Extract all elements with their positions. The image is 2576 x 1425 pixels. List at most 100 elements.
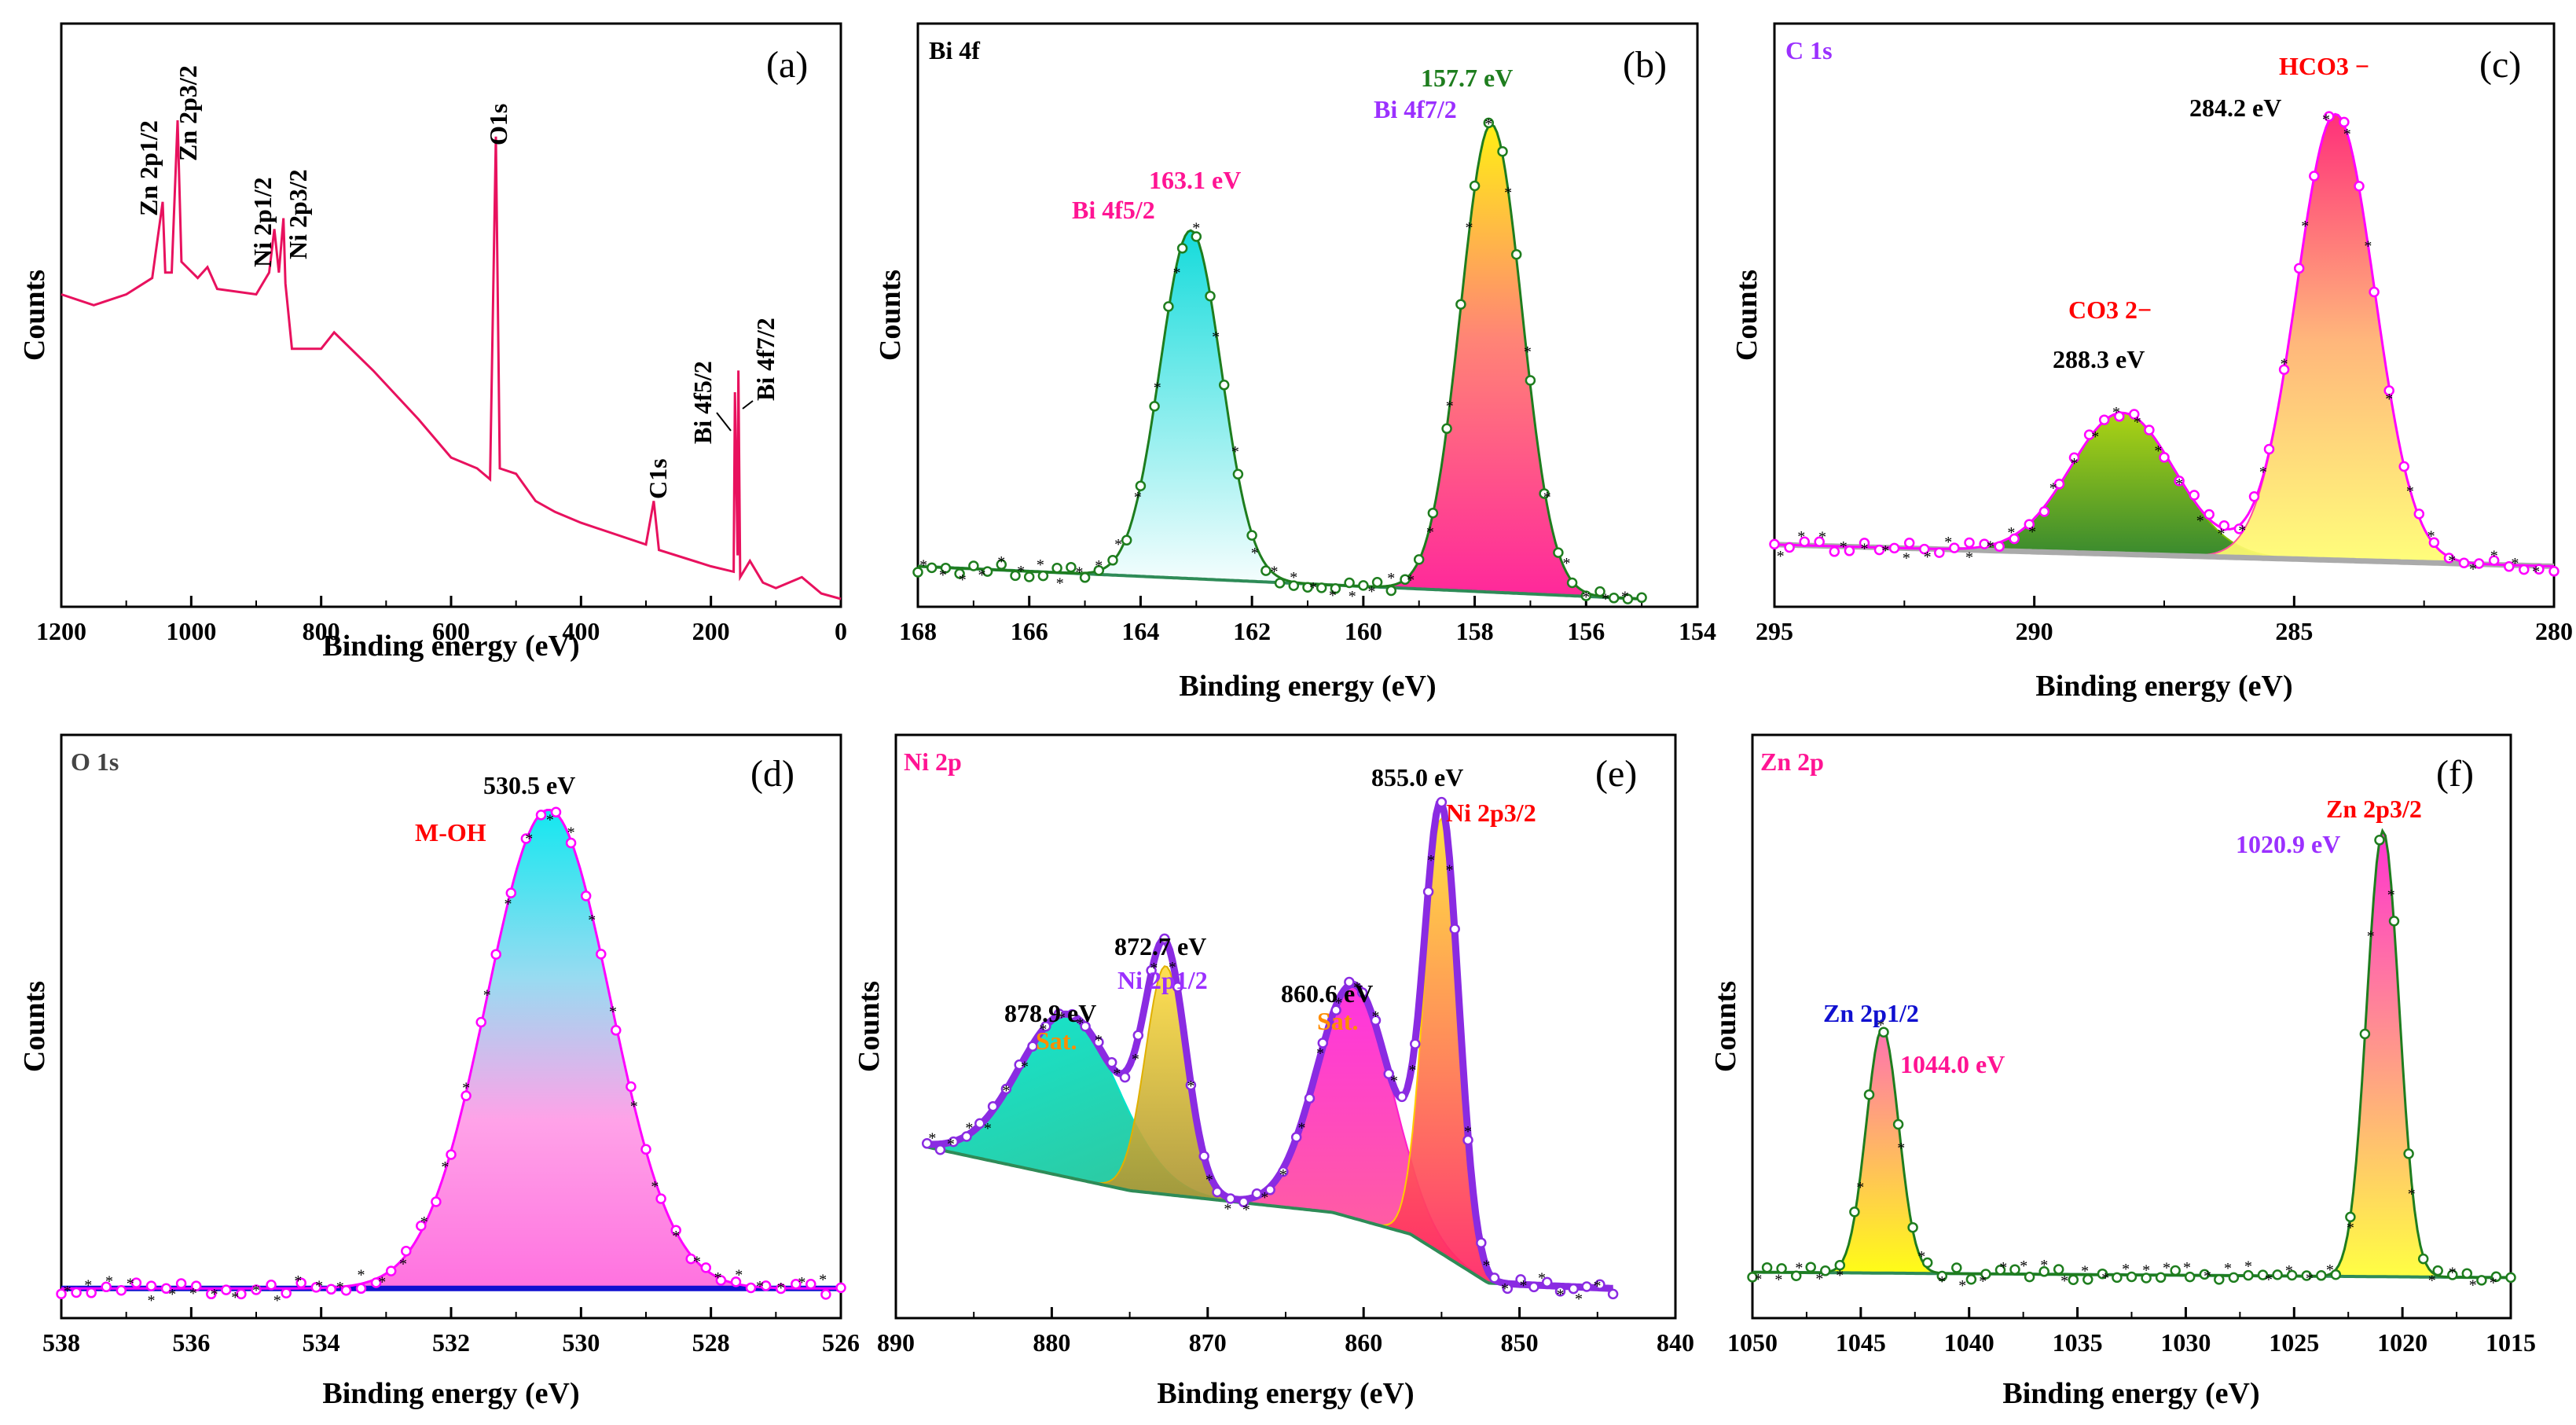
raw-data-star: * [1524,343,1532,361]
data-marker [1994,541,2005,553]
raw-data-star: * [1754,1271,1762,1288]
raw-data-star: * [2071,455,2079,472]
raw-data-star: * [947,1136,955,1153]
label-bi-4f72: Bi 4f7/2 [751,318,780,401]
raw-data-star: * [105,1273,113,1290]
data-marker [1344,976,1355,988]
data-marker [1892,1118,1904,1130]
data-marker [2159,452,2170,463]
data-marker [2359,1028,2371,1040]
panel-d: 538 536 534 532 530 528 526 * * * ** * * * * *** * ** ***… [18,733,860,1410]
data-marker [1769,538,1780,550]
raw-data-star: * [1602,591,1609,608]
data-marker [550,806,562,818]
panel-a-peak-labels: Zn 2p1/2 Zn 2p3/2 Ni 2p1/2 Ni 2p3/2 O1s … [134,65,780,499]
data-marker [2428,537,2440,549]
raw-data-star: * [148,1292,156,1309]
panel-a-data [61,119,842,600]
x-tick-label: 1050 [1727,1328,1778,1357]
raw-data-star: * [483,987,491,1004]
panel-b: 168 166 164 162 160 158 156 154 ** * *** *** ******… [874,22,1716,703]
label-sat1: Sat. [1036,1027,1077,1055]
data-marker [2505,1272,2516,1284]
label-o1s: O1s [484,104,512,145]
x-tick-label: 156 [1567,617,1605,645]
x-tick-label: 532 [432,1328,470,1357]
data-marker [1553,547,1564,558]
data-marker [1488,1273,1500,1284]
data-marker [1023,571,1035,582]
raw-data-star: * [2343,126,2351,143]
raw-data-star: * [273,1292,281,1309]
data-marker [987,1100,999,1112]
data-marker [236,1288,247,1300]
data-marker [1356,987,1368,998]
panel-a-xlabel: Binding energy (eV) [322,630,579,663]
panel-f: 1050 1045 1040 1035 1030 1025 1020 1015 * *** ***… [1709,733,2536,1410]
data-marker [1040,1021,1051,1032]
data-marker [1135,480,1147,491]
raw-data-star: * [1861,541,1869,558]
data-marker [416,1220,427,1232]
raw-data-star: * [984,1120,992,1137]
raw-data-star: * [630,1098,638,1115]
data-marker [2316,1270,2327,1281]
data-marker [1455,299,1466,310]
x-tick-label: 1040 [1944,1328,1994,1357]
data-marker [2228,1272,2240,1284]
raw-data-star: * [378,1274,386,1291]
data-marker [2009,533,2020,545]
x-tick-label: 154 [1679,617,1716,645]
data-marker [190,1280,202,1291]
data-marker [1232,468,1244,480]
data-marker [385,1265,397,1276]
data-marker [1636,592,1647,604]
x-tick-label: 1200 [36,617,86,645]
data-marker [1934,547,1945,558]
raw-data-star: * [1409,1062,1417,1079]
data-marker [1949,542,1960,553]
data-marker [670,1225,681,1236]
data-marker [580,891,592,902]
raw-data-star: * [2244,1258,2252,1276]
data-marker [160,1283,172,1295]
data-marker [1317,1038,1329,1049]
raw-data-star: * [1575,1291,1583,1308]
data-marker [325,1284,337,1295]
raw-data-star: * [2490,548,2498,565]
fit-peak-2 [917,123,1642,600]
raw-data-star: * [928,1130,936,1148]
data-marker [1383,1068,1394,1079]
data-marker [2354,181,2365,192]
data-marker [1121,534,1132,546]
data-marker [1844,545,1855,556]
x-tick-label: 526 [822,1328,860,1357]
raw-data-star: * [1944,534,1952,551]
raw-data-star: * [693,1254,701,1271]
data-marker [2126,1271,2137,1283]
panel-a-ylabel: Counts [18,270,51,361]
data-marker [745,1282,757,1294]
data-marker [2199,1269,2211,1280]
raw-data-star: * [2387,887,2395,904]
data-marker [611,1025,622,1036]
raw-data-star: * [1329,587,1337,604]
data-marker [1225,1193,1236,1204]
raw-data-star: * [546,811,554,828]
label-co3-energy: 288.3 eV [2053,345,2145,373]
data-marker [2278,364,2290,375]
data-marker [1316,582,1327,593]
raw-data-star: * [919,556,927,574]
label-bi-4f52: Bi 4f5/2 [688,361,717,444]
data-marker [1027,1041,1038,1052]
x-tick-label: 1015 [2486,1328,2536,1357]
raw-data-star: * [1390,1073,1398,1090]
data-marker [1441,423,1452,435]
raw-data-star: * [2081,1263,2089,1280]
raw-data-star: * [1483,1257,1491,1274]
label-hco3-energy: 284.2 eV [2189,94,2281,122]
raw-data-star: * [1316,1045,1324,1062]
data-marker [475,1016,486,1028]
raw-data-star: * [2306,1270,2314,1287]
data-marker [1449,924,1460,935]
